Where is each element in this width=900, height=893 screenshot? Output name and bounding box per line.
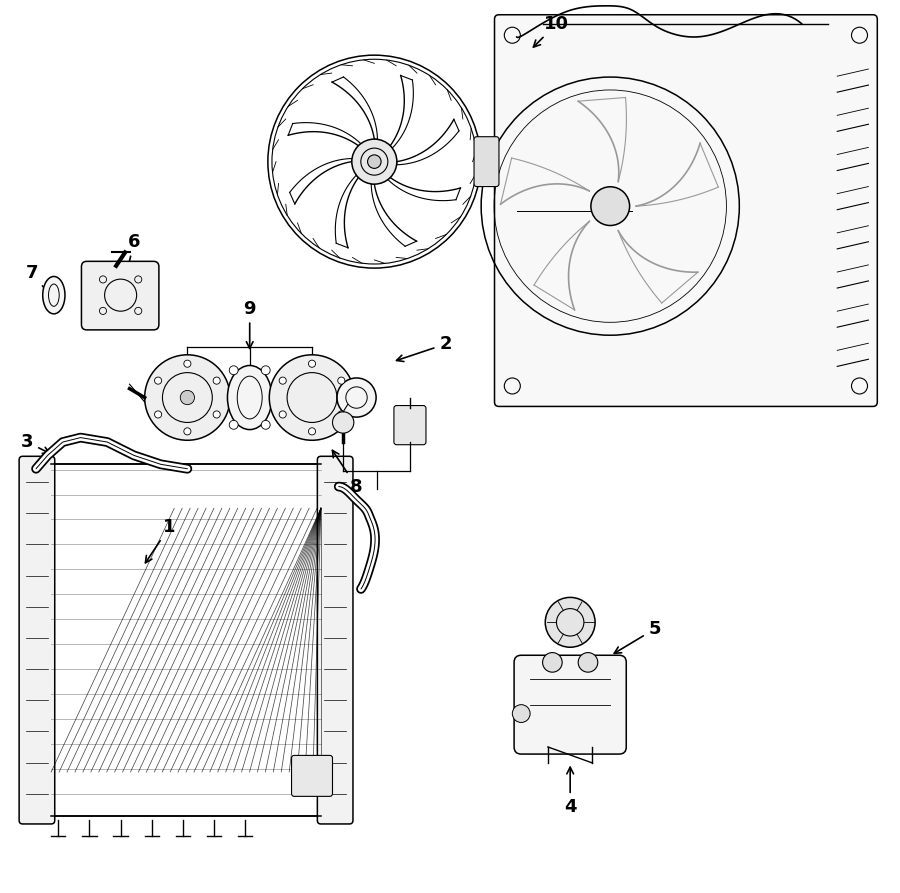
Circle shape [279,411,286,418]
Circle shape [145,355,230,440]
FancyBboxPatch shape [494,15,878,406]
Text: 8: 8 [332,450,363,496]
Circle shape [213,377,220,384]
Circle shape [352,139,397,184]
Circle shape [512,705,530,722]
FancyBboxPatch shape [81,262,159,330]
FancyBboxPatch shape [514,655,626,754]
FancyBboxPatch shape [318,456,353,824]
Bar [51,464,321,816]
Text: 6: 6 [120,233,140,295]
FancyBboxPatch shape [394,405,426,445]
Circle shape [332,412,354,433]
Circle shape [180,390,194,405]
Circle shape [184,360,191,367]
Circle shape [269,355,355,440]
Text: 1: 1 [146,518,176,563]
Text: 9: 9 [243,299,256,348]
Circle shape [337,378,376,417]
Circle shape [367,154,381,169]
Circle shape [591,187,630,226]
Circle shape [545,597,595,647]
Circle shape [184,428,191,435]
Circle shape [543,653,562,672]
Text: 5: 5 [614,620,661,654]
Text: 7: 7 [25,264,51,296]
Ellipse shape [228,365,272,430]
Circle shape [338,377,345,384]
Circle shape [155,377,162,384]
Circle shape [230,366,238,375]
Ellipse shape [42,277,65,313]
Circle shape [279,377,286,384]
Text: 3: 3 [21,433,50,454]
Circle shape [309,428,316,435]
Circle shape [309,360,316,367]
Circle shape [261,366,270,375]
Text: 4: 4 [564,767,576,816]
FancyBboxPatch shape [474,137,499,187]
Bar [51,464,321,816]
Circle shape [338,411,345,418]
Text: 2: 2 [397,335,452,362]
Circle shape [213,411,220,418]
Circle shape [268,55,481,268]
Text: 10: 10 [534,14,570,47]
FancyBboxPatch shape [292,755,332,797]
Circle shape [578,653,598,672]
FancyBboxPatch shape [19,456,55,824]
Circle shape [155,411,162,418]
Circle shape [230,421,238,430]
Circle shape [261,421,270,430]
